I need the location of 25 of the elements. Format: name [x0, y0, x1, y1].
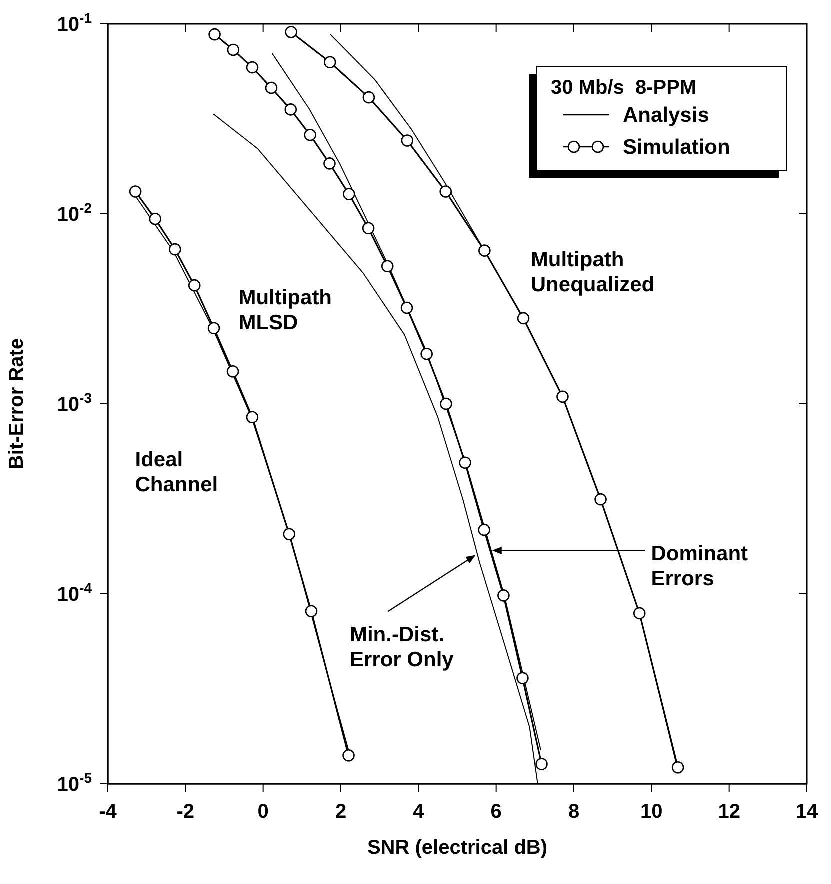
y-tick-label: 10$^{-4}$ [57, 580, 92, 606]
legend-title: 30 Mb/s 8-PPM [551, 77, 697, 99]
annotation: Ideal Channel [135, 448, 218, 496]
legend-label: Simulation [623, 136, 730, 159]
annotation: Min.-Dist. Error Only [350, 624, 454, 672]
annotation: Multipath Unequalized [530, 248, 655, 296]
x-tick-label: 6 [490, 801, 502, 823]
annotation: Dominant Errors [651, 542, 748, 591]
x-tick-label: -2 [176, 801, 195, 823]
annotation: Multipath MLSD [238, 286, 332, 334]
x-tick-label: 4 [413, 801, 426, 823]
y-tick-label: 10$^{-3}$ [57, 390, 92, 416]
x-axis-title: SNR (electrical dB) [367, 837, 548, 859]
y-axis-title: Bit-Error Rate [6, 338, 28, 470]
x-tick-label: 12 [718, 801, 740, 823]
x-tick-label: 14 [796, 801, 819, 823]
x-tick-label: 8 [568, 801, 580, 823]
x-tick-label: 0 [258, 801, 269, 823]
y-tick-label: 10$^{-5}$ [57, 770, 92, 796]
y-tick-label: 10$^{-1}$ [57, 10, 92, 36]
y-tick-label: 10$^{-2}$ [57, 200, 92, 226]
x-tick-label: 10 [640, 801, 663, 823]
x-tick-label: -4 [99, 801, 118, 823]
legend-label: Analysis [623, 104, 710, 127]
x-tick-label: 2 [335, 801, 347, 823]
